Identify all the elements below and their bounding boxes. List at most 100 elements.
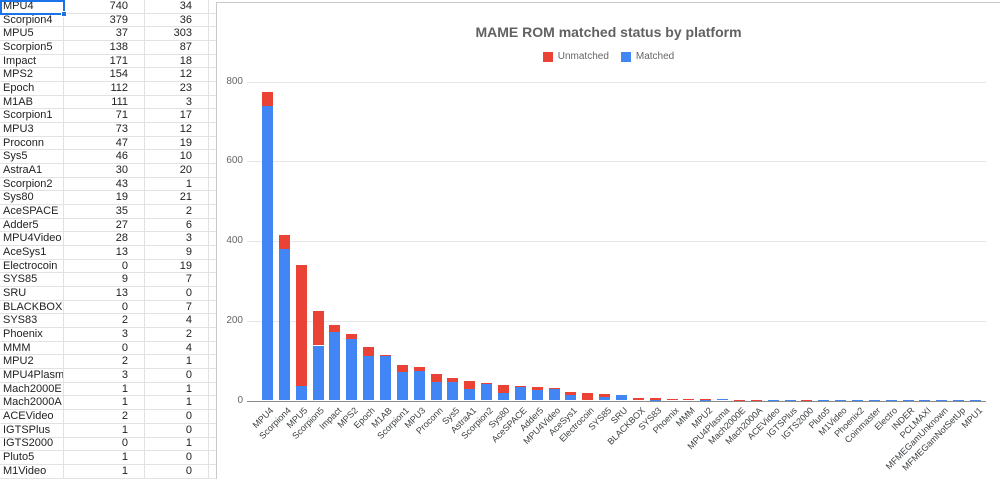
bar-unmatched-MPU4[interactable] (261, 92, 273, 106)
bar-unmatched-Adder5[interactable] (531, 387, 543, 390)
bar-unmatched-Electrocoin[interactable] (582, 392, 594, 401)
bar-unmatched-Sys5[interactable] (447, 378, 459, 383)
bar-unmatched-AstraA1[interactable] (464, 380, 476, 389)
bar-unmatched-MPU4Video[interactable] (548, 388, 560, 390)
cell-empty[interactable] (209, 164, 216, 177)
cell-empty[interactable] (209, 82, 216, 95)
cell-unmatched[interactable]: 9 (145, 246, 209, 259)
bar-matched-Phoenix[interactable] (666, 399, 678, 401)
bar-matched-MPU2[interactable] (700, 399, 712, 401)
cell-platform[interactable]: MPU5 (0, 27, 64, 41)
bar-matched-MPU4[interactable] (261, 105, 273, 401)
cell-matched[interactable]: 2 (64, 355, 145, 369)
cell-matched[interactable]: 111 (64, 95, 145, 109)
cell-empty[interactable] (209, 109, 216, 122)
cell-unmatched[interactable]: 2 (145, 328, 209, 341)
cell-platform[interactable]: MPU2 (0, 355, 64, 369)
bar-matched-MPU3[interactable] (413, 371, 425, 401)
cell-matched[interactable]: 171 (64, 54, 145, 68)
cell-platform[interactable]: Scorpion4 (0, 13, 64, 27)
cell-empty[interactable] (209, 396, 216, 409)
cell-matched[interactable]: 2 (64, 410, 145, 423)
cell-empty[interactable] (209, 438, 216, 451)
cell-matched[interactable]: 71 (64, 109, 145, 123)
cell-empty[interactable] (209, 342, 216, 355)
cell-matched[interactable]: 0 (64, 341, 145, 355)
cell-unmatched[interactable]: 34 (145, 0, 209, 13)
bar-unmatched-AceSPACE[interactable] (514, 385, 526, 387)
cell-matched[interactable]: 740 (64, 0, 145, 13)
bar-matched-MPU5[interactable] (295, 385, 307, 401)
cell-platform[interactable]: Phoenix (0, 328, 64, 341)
cell-unmatched[interactable]: 1 (145, 437, 209, 451)
cell-matched[interactable]: 37 (64, 27, 145, 41)
cell-unmatched[interactable]: 17 (145, 109, 209, 123)
cell-unmatched[interactable]: 4 (145, 314, 209, 328)
cell-platform[interactable]: SRU (0, 287, 64, 300)
cell-unmatched[interactable]: 0 (145, 287, 209, 300)
bar-matched-SYS83[interactable] (649, 399, 661, 401)
bar-unmatched-BLACKBOX[interactable] (632, 397, 644, 401)
bar-unmatched-SYS85[interactable] (599, 394, 611, 397)
cell-empty[interactable] (209, 383, 216, 396)
chart-panel[interactable]: MAME ROM matched status by platform Unma… (216, 2, 1000, 479)
bar-unmatched-AceSys1[interactable] (565, 391, 577, 396)
cell-unmatched[interactable]: 1 (145, 396, 209, 410)
cell-matched[interactable]: 379 (64, 13, 145, 27)
bar-unmatched-MMM[interactable] (683, 398, 695, 401)
cell-matched[interactable]: 1 (64, 396, 145, 410)
cell-unmatched[interactable]: 10 (145, 150, 209, 164)
cell-platform[interactable]: MPU4 (0, 0, 64, 13)
bar-matched-Impact[interactable] (329, 332, 341, 401)
cell-platform[interactable]: AceSPACE (0, 205, 64, 218)
cell-matched[interactable]: 28 (64, 232, 145, 246)
cell-platform[interactable]: AceSys1 (0, 246, 64, 259)
cell-unmatched[interactable]: 3 (145, 232, 209, 246)
cell-platform[interactable]: Impact (0, 54, 64, 68)
cell-unmatched[interactable]: 1 (145, 177, 209, 191)
cell-empty[interactable] (209, 219, 216, 232)
bar-unmatched-Scorpion5[interactable] (312, 310, 324, 346)
cell-empty[interactable] (209, 465, 216, 478)
bar-matched-AceSPACE[interactable] (514, 386, 526, 401)
cell-unmatched[interactable]: 12 (145, 123, 209, 136)
cell-empty[interactable] (209, 41, 216, 54)
cell-matched[interactable]: 1 (64, 451, 145, 464)
cell-matched[interactable]: 0 (64, 300, 145, 314)
cell-platform[interactable]: M1AB (0, 95, 64, 109)
cell-empty[interactable] (209, 137, 216, 150)
cell-unmatched[interactable]: 1 (145, 382, 209, 396)
cell-empty[interactable] (209, 123, 216, 136)
bar-unmatched-Scorpion1[interactable] (396, 365, 408, 373)
cell-matched[interactable]: 0 (64, 259, 145, 273)
cell-unmatched[interactable]: 303 (145, 27, 209, 41)
bar-unmatched-Epoch[interactable] (363, 346, 375, 356)
cell-matched[interactable]: 13 (64, 246, 145, 259)
cell-empty[interactable] (209, 27, 216, 40)
cell-matched[interactable]: 46 (64, 150, 145, 164)
bar-matched-Proconn[interactable] (430, 381, 442, 401)
cell-matched[interactable]: 19 (64, 191, 145, 205)
bar-unmatched-SYS83[interactable] (649, 398, 661, 400)
cell-unmatched[interactable]: 2 (145, 205, 209, 218)
bar-matched-AceSys1[interactable] (565, 395, 577, 401)
cell-platform[interactable]: ACEVideo (0, 410, 64, 423)
bar-matched-ACEVideo[interactable] (767, 399, 779, 401)
cell-platform[interactable]: Mach2000A (0, 396, 64, 410)
cell-empty[interactable] (209, 0, 216, 13)
cell-matched[interactable]: 3 (64, 328, 145, 341)
cell-unmatched[interactable]: 0 (145, 423, 209, 437)
cell-matched[interactable]: 47 (64, 136, 145, 150)
cell-empty[interactable] (209, 451, 216, 464)
cell-platform[interactable]: MPU4Video (0, 232, 64, 246)
cell-unmatched[interactable]: 19 (145, 136, 209, 150)
cell-unmatched[interactable]: 36 (145, 13, 209, 27)
cell-matched[interactable]: 112 (64, 82, 145, 95)
cell-empty[interactable] (209, 273, 216, 286)
cell-platform[interactable]: MPS2 (0, 68, 64, 82)
cell-matched[interactable]: 35 (64, 205, 145, 218)
cell-unmatched[interactable]: 12 (145, 68, 209, 82)
cell-matched[interactable]: 1 (64, 423, 145, 437)
bar-unmatched-Sys80[interactable] (497, 384, 509, 393)
cell-platform[interactable]: MPU4Plasma (0, 369, 64, 382)
